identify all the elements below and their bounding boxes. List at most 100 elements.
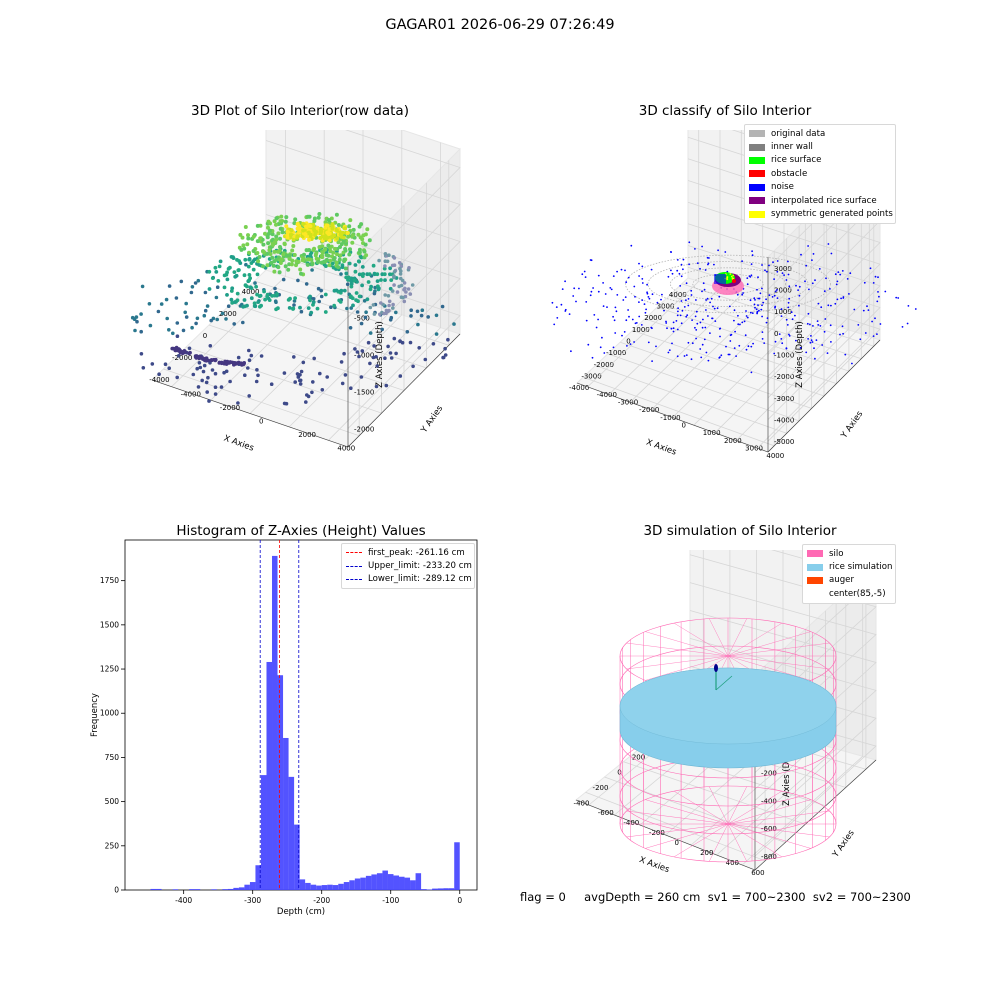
raw-point [206, 375, 210, 380]
cls-noise-point [842, 332, 844, 335]
cls-noise-point [612, 275, 615, 277]
cls-noise-point [724, 251, 727, 253]
cls-noise-point [756, 311, 759, 314]
cls-noise-point [817, 324, 820, 326]
raw-point [348, 247, 352, 252]
raw-point [229, 297, 234, 302]
cls-noise-point [656, 301, 659, 304]
cls-noise-point [581, 273, 584, 276]
raw-point [243, 373, 247, 378]
raw-point [399, 283, 404, 288]
raw-point [375, 279, 380, 283]
sim-x-tick-label: -400 [574, 799, 590, 807]
cls-noise-point [690, 358, 693, 361]
raw-point [345, 231, 350, 235]
cls-z-grid [687, 245, 881, 420]
raw-point [296, 375, 301, 379]
cls-noise-point [687, 298, 690, 300]
cls-noise-point [730, 333, 733, 336]
cls-noise-point [667, 351, 670, 354]
sim-auger-arm [715, 675, 733, 691]
cls-z-tick-label: 2000 [774, 287, 792, 295]
cls-noise-point [787, 301, 790, 304]
raw-z-tick-label: -1500 [354, 389, 374, 397]
cls-noise-point [641, 278, 644, 280]
raw-point [329, 235, 334, 239]
cls-noise-point [874, 317, 876, 320]
histogram-legend: first_peak: -261.16 cm Upper_limit: -233.… [341, 543, 475, 590]
raw-point [232, 322, 236, 326]
raw-point [402, 287, 406, 292]
hist-bar [299, 879, 306, 890]
cls-noise-point [764, 269, 766, 272]
cls-noise-point [772, 261, 774, 264]
cls-noise-point [616, 270, 618, 273]
hist-bar [255, 865, 261, 890]
cls-z-tick-label: -1000 [774, 352, 794, 360]
cls-noise-point [641, 282, 644, 284]
cls-noise-point [827, 243, 830, 245]
cls-noise-point [701, 343, 704, 346]
raw-point [343, 248, 348, 253]
cls-noise-point [844, 353, 847, 356]
hist-plot-area [124, 539, 478, 891]
hist-bar [354, 878, 361, 890]
cls-noise-point [820, 306, 823, 309]
raw-point [351, 227, 356, 232]
cls-noise-point [593, 314, 596, 316]
raw-point [214, 270, 219, 274]
sim-silo-floor-spoke [727, 823, 783, 858]
raw-point [150, 362, 155, 366]
cls-noise-point [701, 290, 703, 293]
cls-noise-point [866, 305, 868, 308]
hist-x-tick-label: -400 [175, 896, 192, 905]
raw-y-grid [210, 130, 325, 401]
hist-legend-swatch [346, 578, 362, 580]
sim-y-tick-label: 200 [700, 849, 713, 857]
raw-point [338, 253, 343, 258]
raw-point [336, 223, 341, 227]
raw-point [259, 354, 264, 358]
raw-point [179, 279, 184, 284]
raw-point [181, 328, 186, 333]
sim-silo-floor-spoke [727, 799, 811, 825]
raw-point [263, 297, 267, 302]
cls-noise-point [646, 291, 648, 294]
cls-noise-point [733, 347, 736, 349]
sim-silo-roof-spoke [626, 642, 729, 657]
raw-x-tick-label: -2000 [172, 354, 192, 362]
hist-bar [189, 889, 195, 890]
raw-point [220, 311, 225, 316]
cls-noise-point [556, 317, 559, 319]
raw-point [346, 278, 350, 282]
cls-noise-point [570, 350, 572, 353]
raw-point [434, 313, 439, 318]
raw-point [311, 380, 315, 384]
cls-noise-point [814, 357, 816, 360]
raw-point [339, 242, 344, 247]
raw-point [272, 269, 277, 274]
hist-bar [316, 885, 322, 890]
raw-point [268, 252, 273, 256]
sim-x-tick-label: 0 [617, 769, 621, 777]
cls-noise-point [750, 371, 753, 374]
cls-noise-point [627, 276, 630, 279]
cls-noise-point [849, 272, 852, 275]
raw-point [194, 321, 198, 326]
cls-noise-point [851, 362, 853, 365]
sim-silo-roof-spoke [626, 655, 729, 670]
raw-point [229, 255, 234, 259]
raw-point [251, 267, 256, 272]
cls-noise-point [672, 330, 675, 333]
cls-noise-point [706, 297, 709, 300]
raw-point [382, 266, 387, 271]
cls-noise-point [691, 319, 693, 321]
raw-point [350, 240, 355, 245]
hist-legend-label: Upper_limit: -233.20 cm [368, 561, 472, 572]
cls-noise-point [761, 315, 763, 318]
cls-noise-point [716, 307, 719, 310]
cls-noise-point [785, 279, 788, 281]
hist-bar [393, 875, 400, 890]
raw-point [356, 259, 361, 264]
raw-point [366, 280, 371, 284]
